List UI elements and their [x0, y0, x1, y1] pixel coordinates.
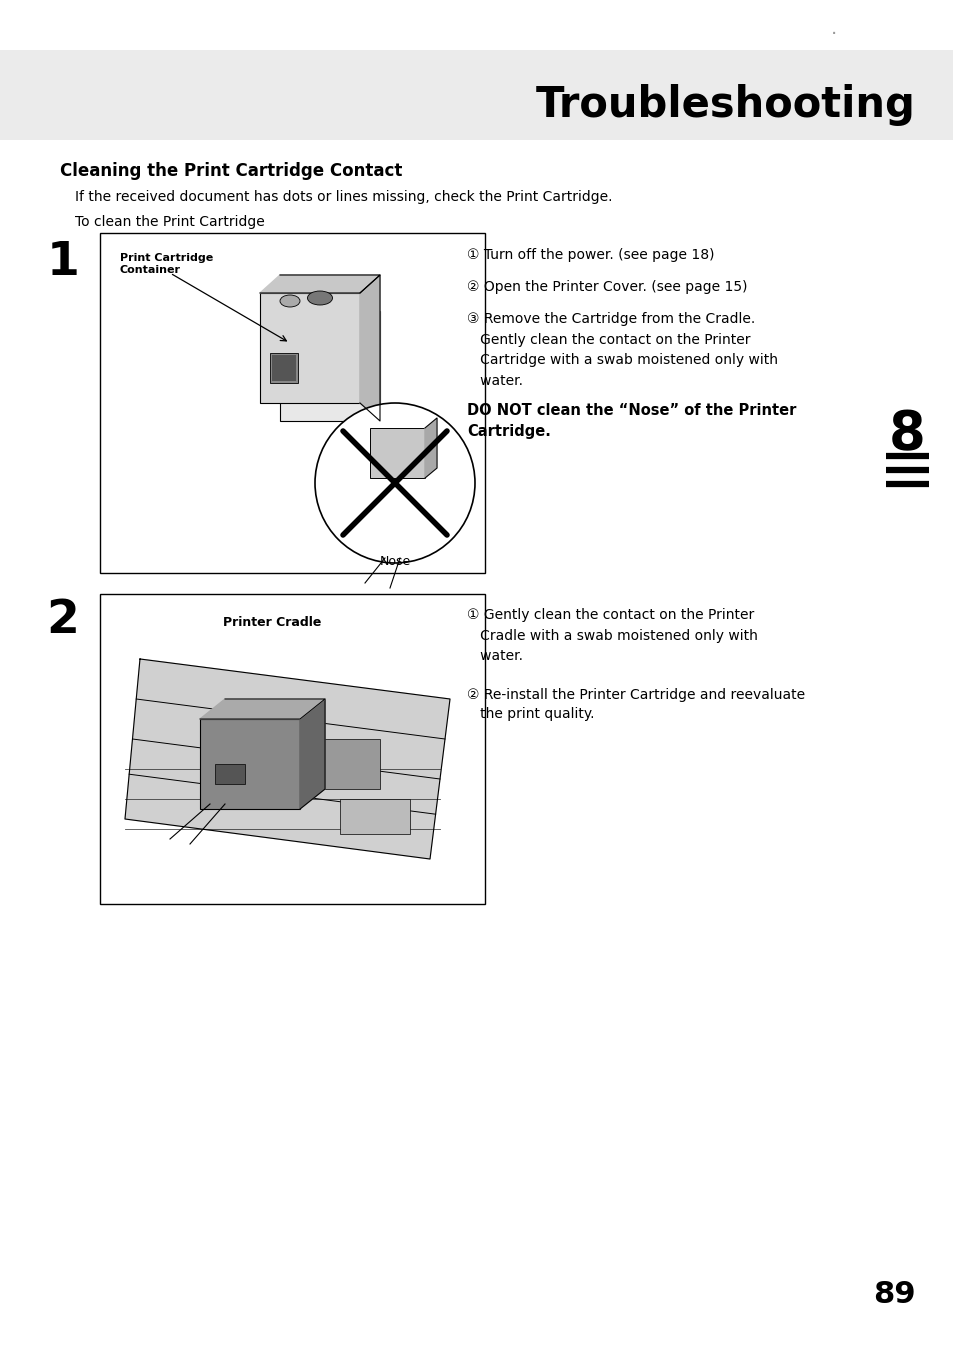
Text: If the received document has dots or lines missing, check the Print Cartridge.: If the received document has dots or lin…: [75, 190, 612, 204]
Polygon shape: [359, 275, 379, 421]
Text: 89: 89: [872, 1280, 915, 1309]
Ellipse shape: [307, 291, 333, 305]
Polygon shape: [125, 660, 450, 859]
FancyBboxPatch shape: [319, 739, 379, 789]
Text: ③ Remove the Cartridge from the Cradle.
   Gently clean the contact on the Print: ③ Remove the Cartridge from the Cradle. …: [467, 312, 778, 387]
Polygon shape: [200, 699, 325, 719]
Text: 8: 8: [888, 407, 925, 460]
Ellipse shape: [280, 295, 299, 308]
FancyBboxPatch shape: [280, 312, 379, 421]
FancyBboxPatch shape: [0, 50, 953, 140]
Text: Nose: Nose: [379, 554, 410, 568]
Text: 1: 1: [47, 240, 79, 285]
FancyBboxPatch shape: [100, 594, 484, 904]
Text: Print Cartridge
Container: Print Cartridge Container: [120, 254, 213, 275]
FancyBboxPatch shape: [272, 355, 295, 380]
FancyBboxPatch shape: [339, 799, 410, 834]
Text: ① Turn off the power. (see page 18): ① Turn off the power. (see page 18): [467, 248, 714, 262]
Polygon shape: [260, 275, 379, 293]
Circle shape: [314, 403, 475, 563]
Text: Printer Cradle: Printer Cradle: [223, 616, 321, 629]
FancyBboxPatch shape: [100, 233, 484, 573]
Polygon shape: [424, 418, 436, 478]
Text: ① Gently clean the contact on the Printer
   Cradle with a swab moistened only w: ① Gently clean the contact on the Printe…: [467, 608, 757, 664]
Text: DO NOT clean the “Nose” of the Printer
Cartridge.: DO NOT clean the “Nose” of the Printer C…: [467, 403, 796, 438]
FancyBboxPatch shape: [270, 353, 297, 383]
Polygon shape: [299, 699, 325, 809]
FancyBboxPatch shape: [370, 428, 424, 478]
Text: ② Re-install the Printer Cartridge and reevaluate
   the print quality.: ② Re-install the Printer Cartridge and r…: [467, 688, 804, 722]
Text: ② Open the Printer Cover. (see page 15): ② Open the Printer Cover. (see page 15): [467, 281, 747, 294]
FancyBboxPatch shape: [200, 719, 299, 809]
Text: Troubleshooting: Troubleshooting: [536, 84, 915, 125]
Text: To clean the Print Cartridge: To clean the Print Cartridge: [75, 214, 265, 229]
FancyBboxPatch shape: [260, 293, 359, 403]
Text: 2: 2: [47, 598, 79, 643]
FancyBboxPatch shape: [214, 764, 245, 784]
Text: .: .: [830, 19, 836, 38]
Text: Cleaning the Print Cartridge Contact: Cleaning the Print Cartridge Contact: [60, 162, 402, 179]
